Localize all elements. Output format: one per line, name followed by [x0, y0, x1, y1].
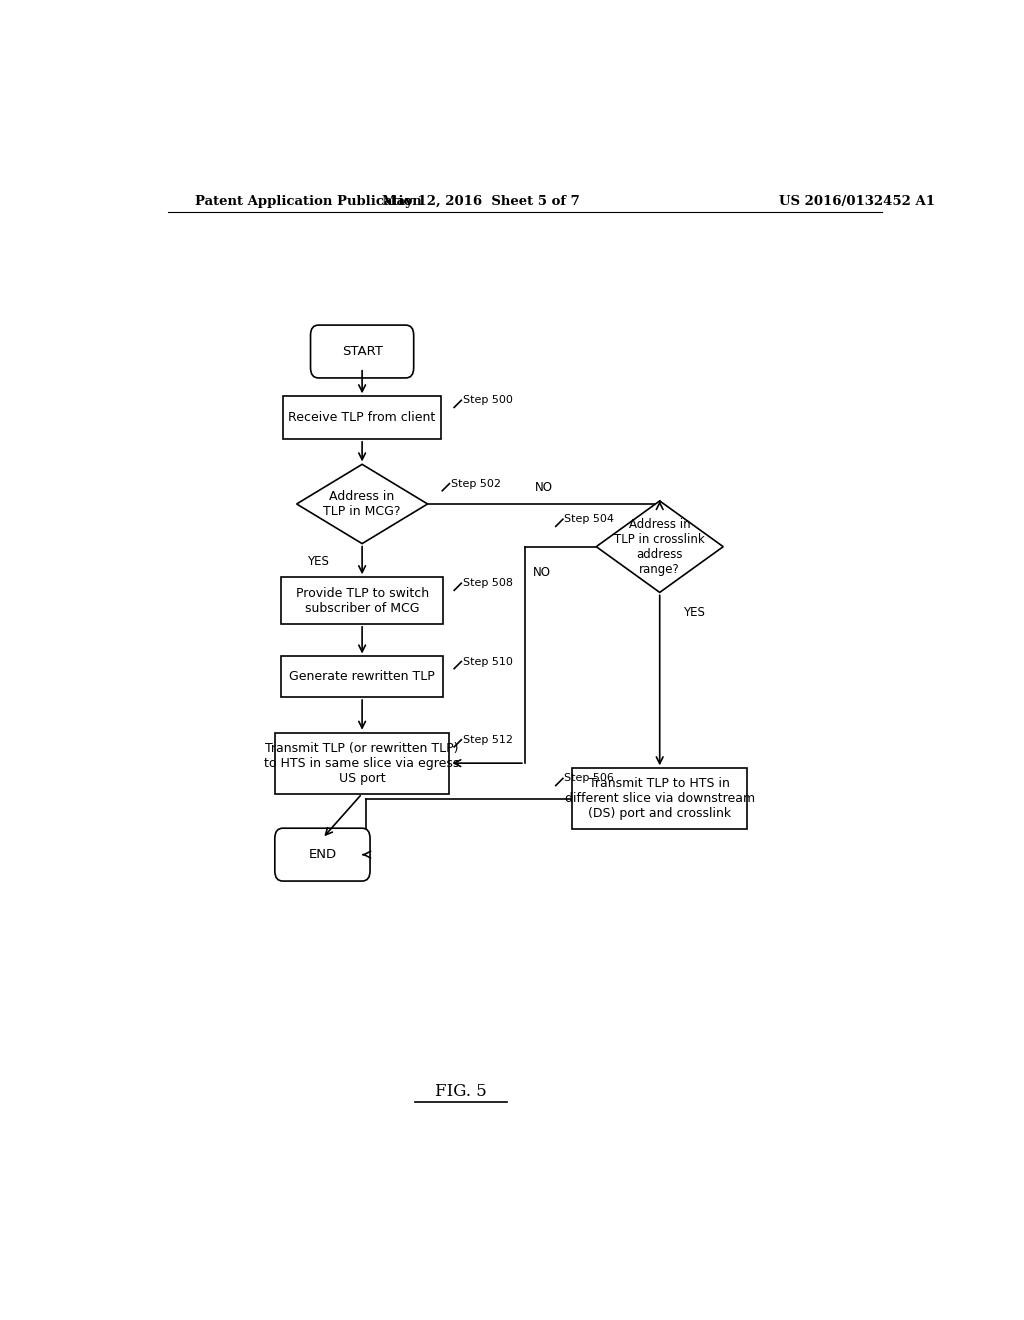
Bar	[274, 733, 450, 793]
Text: Step 510: Step 510	[463, 656, 513, 667]
Text: Receive TLP from client: Receive TLP from client	[289, 411, 436, 424]
Bar	[572, 768, 748, 829]
FancyBboxPatch shape	[310, 325, 414, 378]
Bar	[283, 396, 441, 440]
Polygon shape	[596, 500, 723, 593]
Text: Transmit TLP (or rewritten TLP)
to HTS in same slice via egress
US port: Transmit TLP (or rewritten TLP) to HTS i…	[264, 742, 460, 784]
Text: NO: NO	[535, 480, 553, 494]
Text: May 12, 2016  Sheet 5 of 7: May 12, 2016 Sheet 5 of 7	[382, 194, 580, 207]
Text: US 2016/0132452 A1: US 2016/0132452 A1	[778, 194, 935, 207]
Text: Address in
TLP in crosslink
address
range?: Address in TLP in crosslink address rang…	[614, 517, 706, 576]
Text: Step 512: Step 512	[463, 735, 513, 744]
Text: START: START	[342, 345, 383, 358]
Text: FIG. 5: FIG. 5	[435, 1082, 487, 1100]
Text: Patent Application Publication: Patent Application Publication	[196, 194, 422, 207]
Text: YES: YES	[307, 556, 330, 569]
Text: Transmit TLP to HTS in
different slice via downstream
(DS) port and crosslink: Transmit TLP to HTS in different slice v…	[564, 777, 755, 820]
Text: NO: NO	[532, 565, 551, 578]
Text: Step 502: Step 502	[451, 479, 501, 488]
Text: Step 508: Step 508	[463, 578, 513, 589]
Text: Step 506: Step 506	[564, 774, 614, 783]
FancyBboxPatch shape	[274, 828, 370, 880]
Text: Address in
TLP in MCG?: Address in TLP in MCG?	[324, 490, 400, 517]
Bar	[281, 656, 443, 697]
Text: Generate rewritten TLP: Generate rewritten TLP	[289, 671, 435, 684]
Text: YES: YES	[684, 606, 706, 619]
Text: Provide TLP to switch
subscriber of MCG: Provide TLP to switch subscriber of MCG	[296, 586, 429, 615]
Text: Step 500: Step 500	[463, 395, 513, 405]
Text: END: END	[308, 849, 337, 861]
Text: Step 504: Step 504	[564, 515, 614, 524]
Polygon shape	[297, 465, 428, 544]
Bar	[281, 577, 443, 624]
